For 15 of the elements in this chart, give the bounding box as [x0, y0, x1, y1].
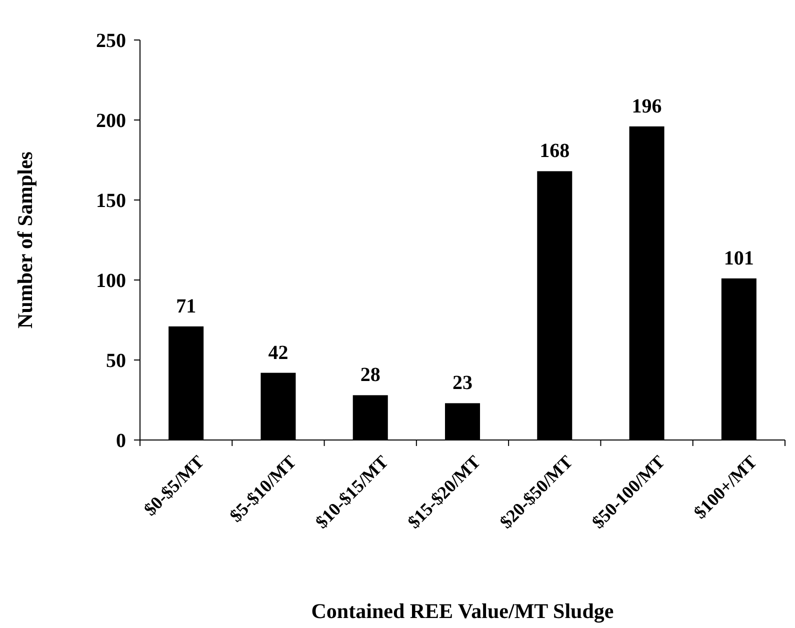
y-tick-label: 50	[106, 350, 126, 372]
y-axis-title: Number of Samples	[13, 152, 37, 328]
y-tick-label: 100	[96, 270, 126, 292]
data-label: 71	[176, 295, 196, 318]
y-tick-label: 200	[96, 110, 126, 132]
data-label: 101	[724, 247, 754, 270]
x-axis-title: Contained REE Value/MT Sludge	[311, 599, 614, 623]
y-tick-label: 0	[116, 430, 126, 452]
data-label: 42	[268, 342, 288, 364]
data-label: 23	[452, 372, 472, 394]
y-tick-label: 150	[96, 190, 126, 212]
y-tick-label: 250	[96, 30, 126, 52]
data-label: 28	[360, 364, 380, 386]
data-label: 168	[540, 140, 570, 162]
data-label: 196	[632, 95, 662, 118]
